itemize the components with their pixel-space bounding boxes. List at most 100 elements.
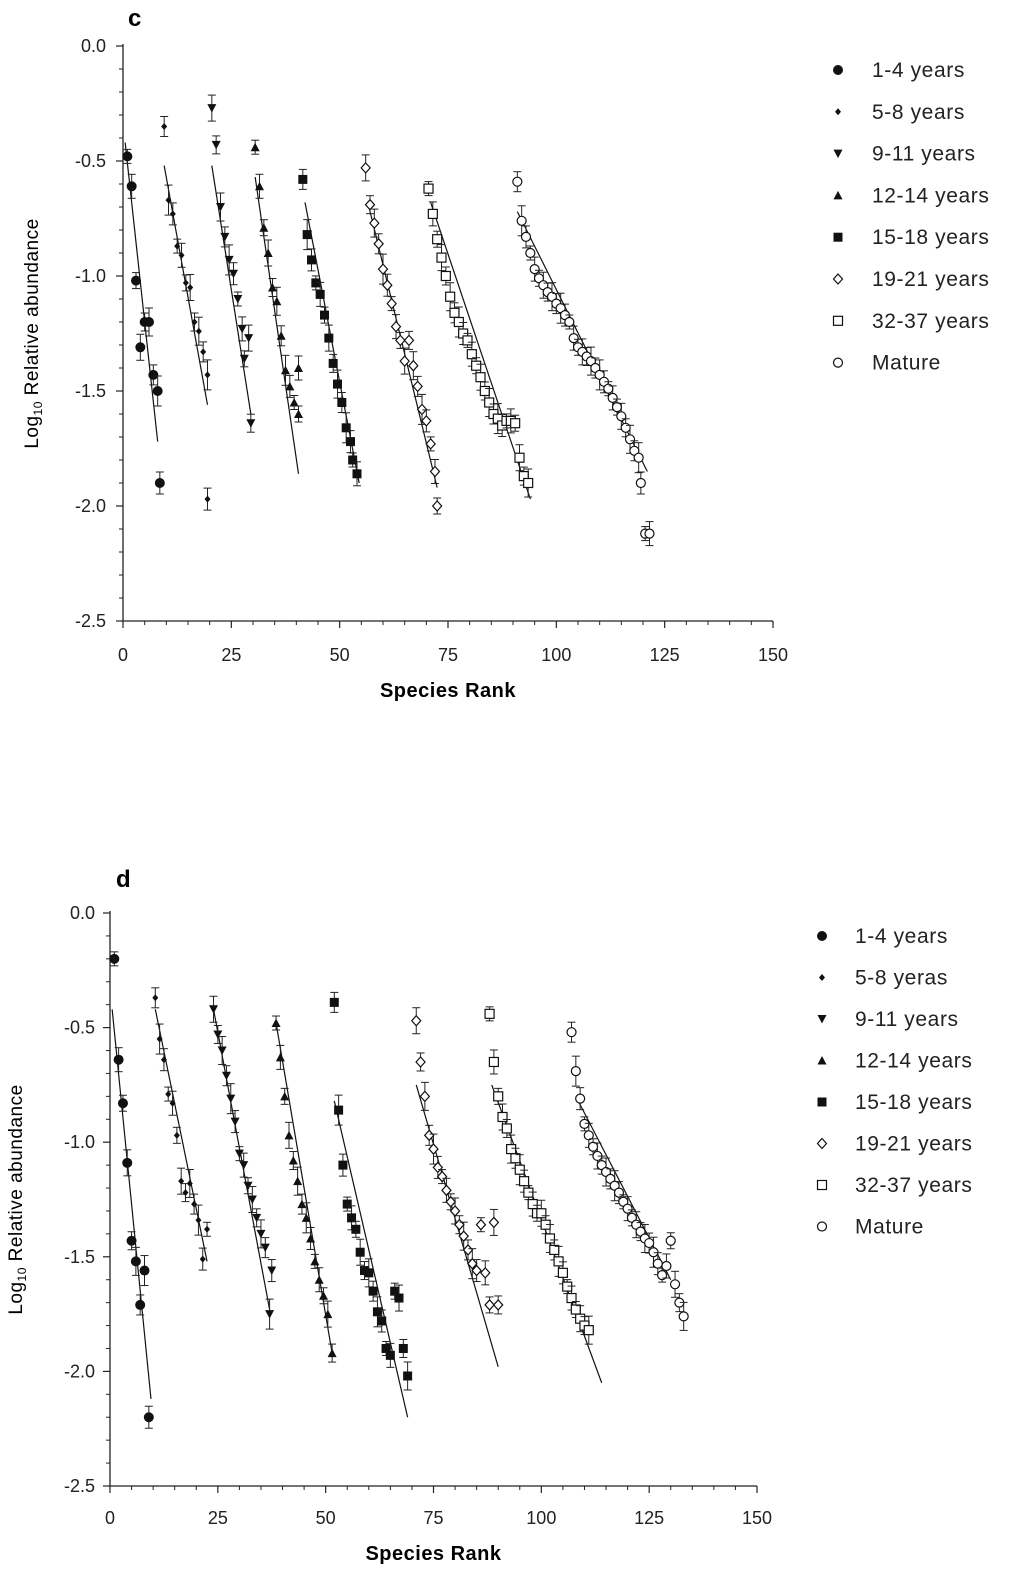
- y-tick-label: -2.5: [75, 611, 106, 631]
- data-point: [247, 1195, 257, 1204]
- series-5-8-years: [160, 116, 212, 511]
- data-point: [207, 104, 217, 113]
- y-tick-label: 0.0: [70, 903, 95, 923]
- data-point: [323, 1309, 333, 1319]
- y-tick-label: -2.0: [64, 1361, 95, 1381]
- data-point: [117, 1098, 128, 1109]
- data-point: [315, 289, 325, 299]
- x-tick-label: 75: [423, 1508, 443, 1528]
- data-point: [501, 1123, 512, 1134]
- data-point: [408, 359, 419, 372]
- data-point: [209, 1005, 219, 1014]
- data-point: [364, 198, 376, 211]
- legend-label: 12-14 years: [855, 1050, 973, 1073]
- series-32-37-years: [423, 181, 534, 500]
- data-point: [475, 372, 486, 383]
- legend-label: 9-11 years: [855, 1008, 959, 1031]
- data-point: [386, 297, 397, 310]
- data-point: [484, 397, 495, 408]
- x-tick-label: 50: [316, 1508, 336, 1528]
- data-point: [403, 1371, 413, 1381]
- data-point: [440, 270, 451, 282]
- series-1-4-years: [122, 142, 165, 495]
- data-point: [204, 1225, 211, 1233]
- legend-label: 19-21 years: [872, 268, 990, 291]
- data-point: [449, 1205, 461, 1217]
- data-point: [329, 997, 339, 1007]
- data-point: [263, 248, 273, 257]
- data-point: [178, 1177, 185, 1185]
- series-Mature: [566, 1021, 689, 1331]
- data-point: [516, 215, 527, 226]
- data-point: [191, 318, 198, 326]
- series-32-37-years: [484, 1006, 603, 1384]
- data-point: [320, 310, 329, 320]
- data-point: [267, 1266, 277, 1276]
- data-point: [337, 398, 347, 407]
- data-point: [368, 1286, 378, 1296]
- data-point: [518, 1176, 530, 1187]
- legend-marker: [833, 65, 843, 75]
- data-point: [165, 196, 172, 204]
- data-point: [570, 1066, 581, 1077]
- legend-marker: [833, 232, 843, 242]
- data-point: [187, 284, 194, 291]
- legend-label: 32-37 years: [855, 1174, 973, 1197]
- data-point: [665, 1235, 676, 1246]
- y-axis-title-subscript: 10: [31, 401, 45, 415]
- data-point: [514, 452, 525, 463]
- data-point: [575, 1093, 586, 1104]
- data-point: [160, 1056, 167, 1064]
- data-point: [427, 208, 438, 219]
- data-point: [484, 1299, 495, 1311]
- data-point: [255, 181, 264, 191]
- series-12-14-years: [250, 139, 303, 474]
- data-point: [191, 1200, 198, 1208]
- panel-label: d: [116, 866, 131, 893]
- x-tick-label: 0: [105, 1508, 115, 1528]
- data-point: [280, 1091, 290, 1101]
- data-point: [458, 1230, 470, 1243]
- data-point: [527, 1198, 538, 1210]
- legend-item: Mature: [832, 352, 940, 375]
- data-point: [281, 365, 290, 375]
- data-point: [314, 1275, 324, 1284]
- data-point: [135, 1299, 146, 1310]
- data-point: [341, 423, 351, 433]
- data-point: [449, 307, 460, 318]
- data-point: [239, 354, 249, 364]
- data-point: [293, 1176, 303, 1186]
- legend-item: 9-11 years: [833, 143, 975, 166]
- data-point: [416, 403, 428, 416]
- data-point: [217, 1046, 227, 1056]
- data-point: [284, 1130, 294, 1140]
- x-tick-label: 75: [438, 645, 458, 665]
- data-point: [520, 231, 532, 242]
- legend-marker: [817, 1015, 827, 1024]
- data-point: [479, 1266, 491, 1279]
- chart-panel-d: d 0.0 -0.5 -1.0 -1.5 -2.0 -2.5 0 25 50 75 100 125 150…: [6, 866, 973, 1565]
- data-point: [431, 500, 443, 512]
- data-point: [466, 349, 477, 360]
- data-point: [252, 1213, 262, 1223]
- legend-item: 19-21 years: [832, 268, 990, 291]
- series-9-11-years: [209, 995, 277, 1330]
- data-point: [562, 1281, 573, 1292]
- data-point: [355, 1247, 365, 1257]
- data-point: [131, 275, 141, 286]
- data-point: [122, 1157, 133, 1168]
- x-tick-label: 25: [221, 645, 241, 665]
- series-5-8-yeras: [151, 987, 212, 1271]
- data-point: [126, 181, 137, 192]
- legend-marker: [817, 931, 827, 941]
- data-point: [319, 1291, 329, 1300]
- data-point: [161, 123, 168, 130]
- legend-label: 19-21 years: [855, 1133, 973, 1156]
- data-point: [334, 1105, 344, 1115]
- data-point: [523, 1187, 534, 1198]
- data-point: [394, 1293, 404, 1303]
- y-axis-title-subscript: 10: [15, 1267, 29, 1281]
- data-point: [237, 324, 247, 334]
- data-point: [398, 1343, 408, 1353]
- data-point: [372, 1307, 382, 1317]
